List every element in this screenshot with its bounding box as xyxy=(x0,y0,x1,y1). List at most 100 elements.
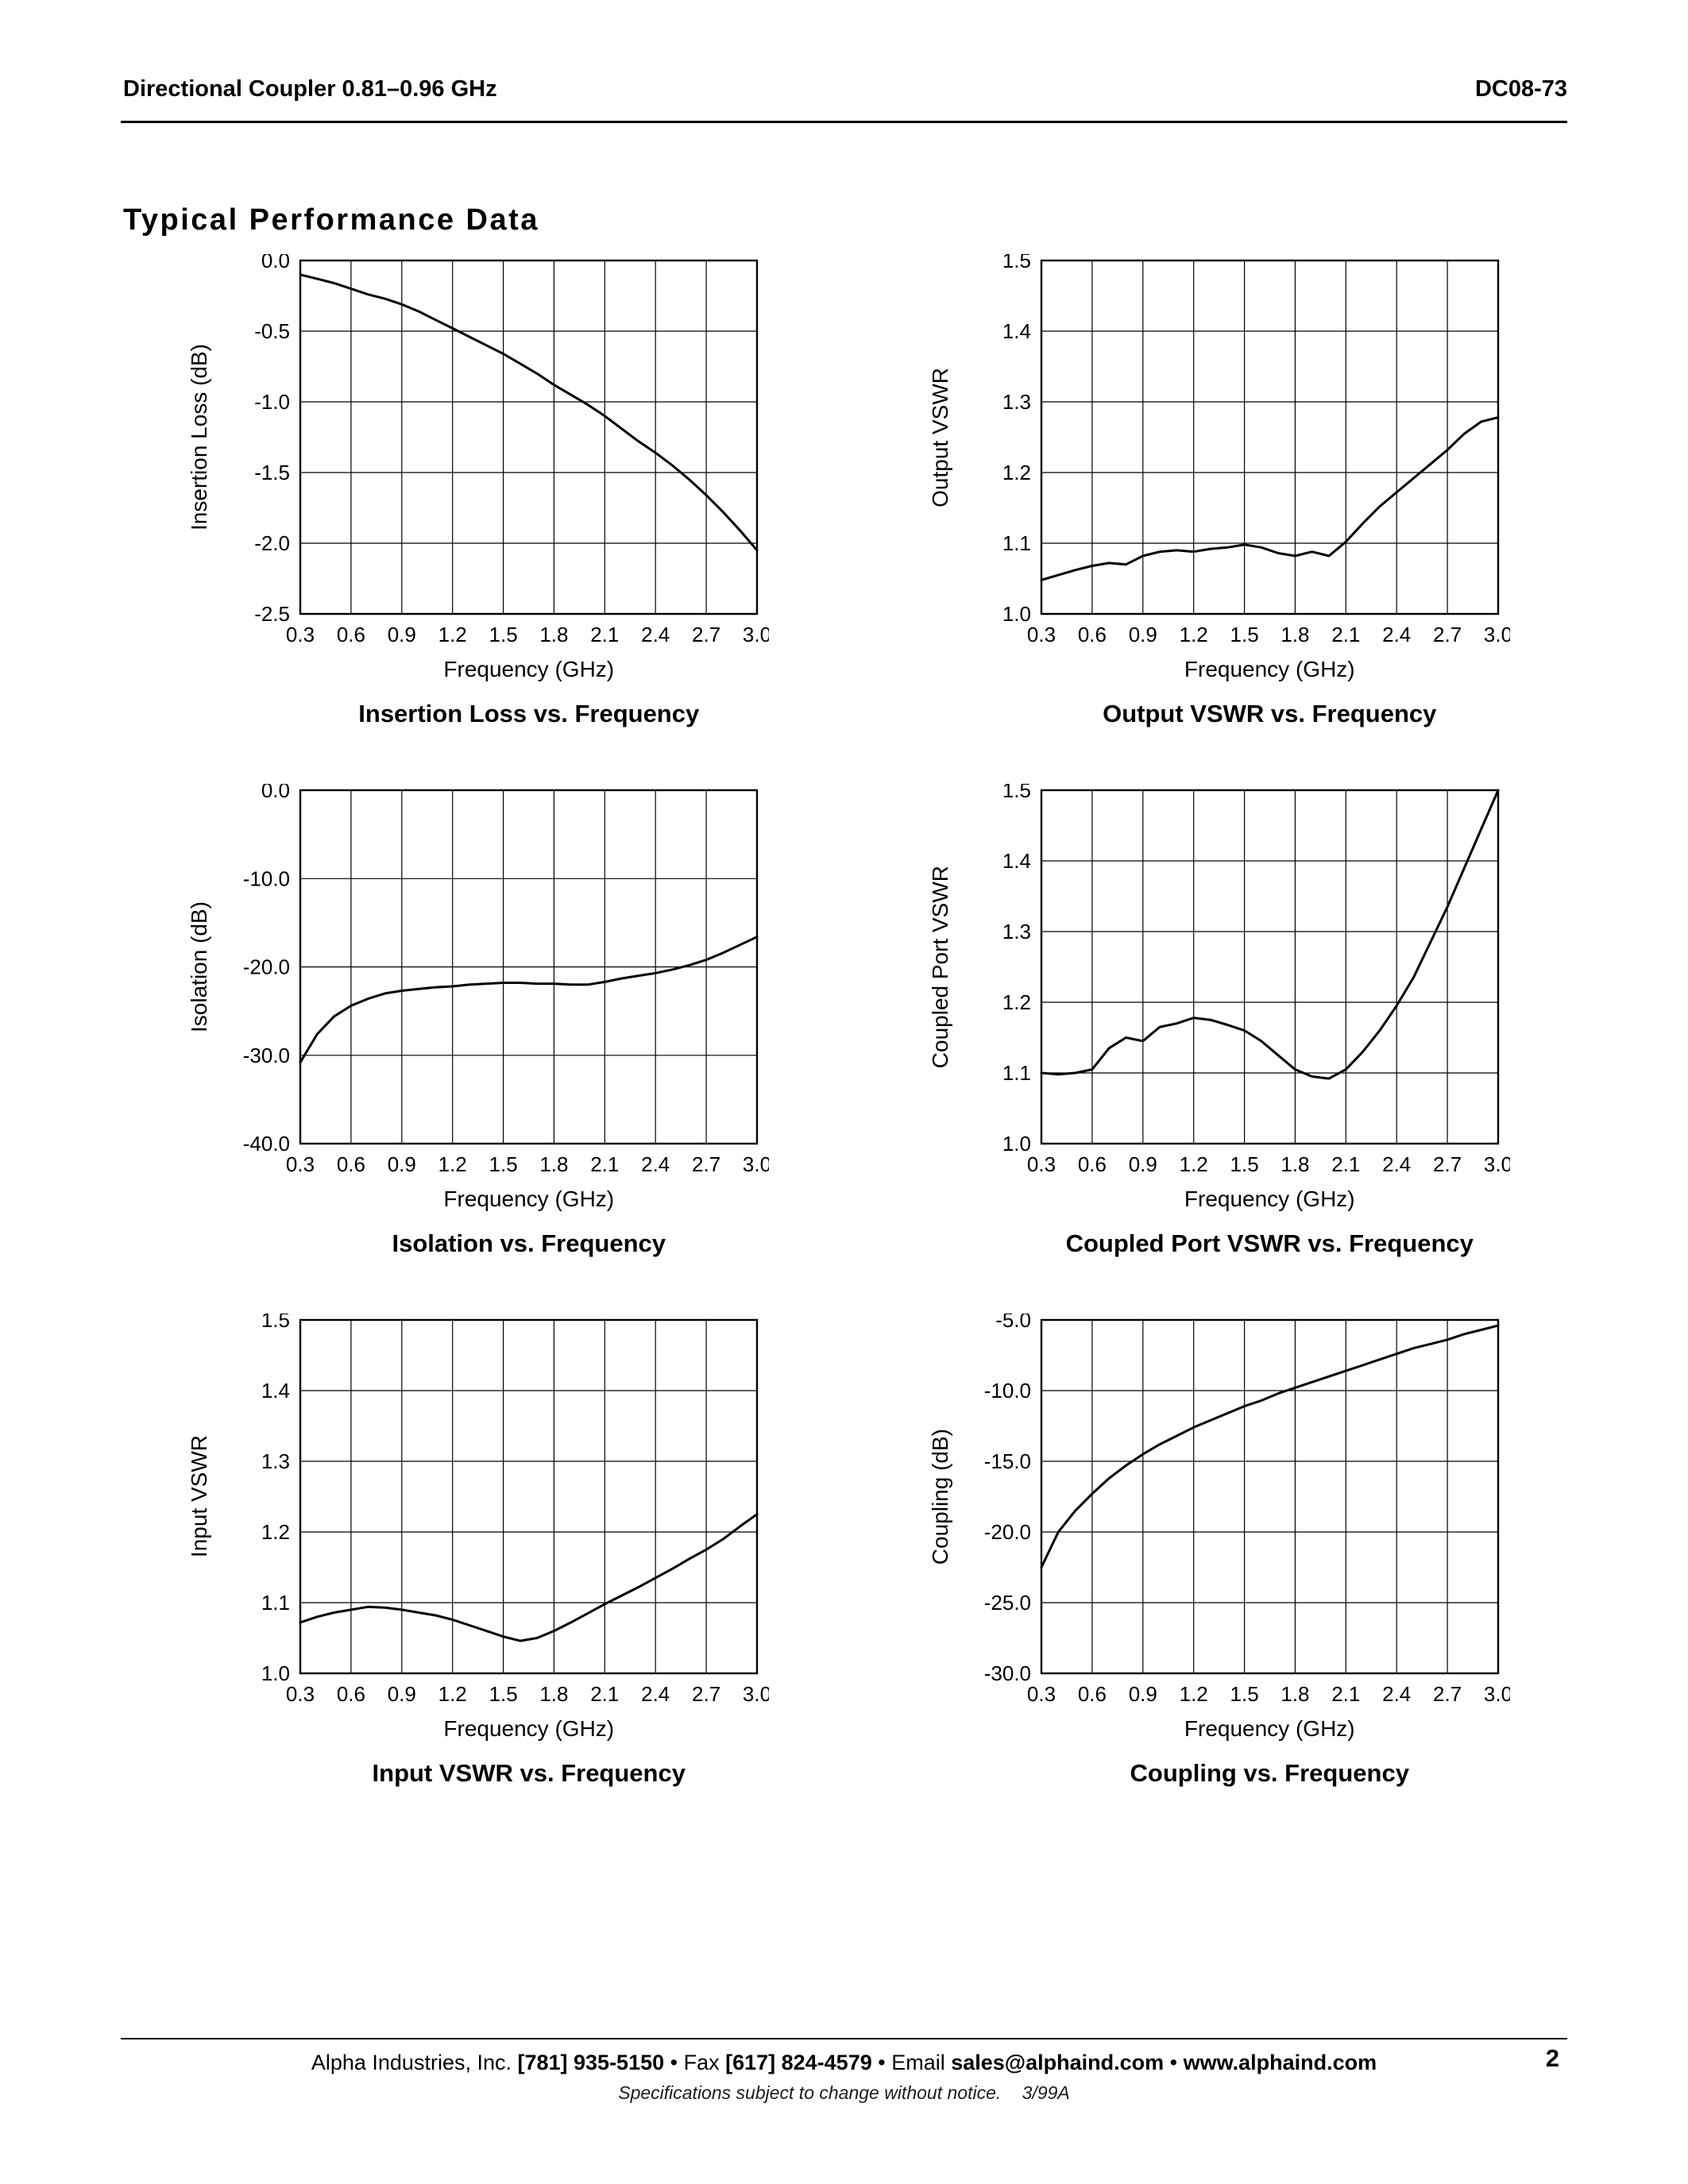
plot-input-vswr: 0.3 0.6 0.9 1.2 1.5 1.8 2.1 2.4 2.7 3.0 1.5 1.4 1.3 1… xyxy=(261,1314,769,1706)
svg-text:1.0: 1.0 xyxy=(1002,1132,1031,1156)
svg-text:1.3: 1.3 xyxy=(261,1449,290,1473)
svg-text:1.2: 1.2 xyxy=(261,1520,290,1544)
svg-text:1.8: 1.8 xyxy=(1280,1682,1309,1706)
footer-segment: sales@alphaind.com xyxy=(951,2051,1165,2074)
svg-text:1.4: 1.4 xyxy=(261,1379,290,1403)
chart-isolation: Isolation (dB) 0.3 0.6 0.9 1.2 1.5 1.8 2.1 2.4 2… xyxy=(178,784,769,1258)
svg-text:3.0: 3.0 xyxy=(743,623,769,646)
svg-text:1.5: 1.5 xyxy=(489,1682,518,1706)
chart-caption: Coupled Port VSWR vs. Frequency xyxy=(1065,1229,1474,1257)
svg-text:-20.0: -20.0 xyxy=(983,1520,1030,1544)
chart-caption: Output VSWR vs. Frequency xyxy=(1103,700,1437,727)
y-axis-label: Input VSWR xyxy=(187,1435,212,1558)
footer-notice: Specifications subject to change without… xyxy=(0,2082,1688,2104)
svg-text:1.1: 1.1 xyxy=(1002,1061,1031,1085)
svg-text:2.7: 2.7 xyxy=(692,1152,720,1176)
x-axis-label: Frequency (GHz) xyxy=(1184,1716,1355,1741)
plot-coupling: 0.3 0.6 0.9 1.2 1.5 1.8 2.1 2.4 2.7 3.0 -5.0 -10.0 -… xyxy=(983,1314,1509,1706)
svg-text:0.6: 0.6 xyxy=(337,1152,365,1176)
svg-text:3.0: 3.0 xyxy=(1484,623,1510,646)
svg-text:-30.0: -30.0 xyxy=(243,1044,290,1067)
footer-segment: • Email xyxy=(871,2051,952,2074)
svg-text:1.5: 1.5 xyxy=(489,1152,518,1176)
footer-notice-text: Specifications subject to change without… xyxy=(618,2082,1002,2103)
svg-text:1.1: 1.1 xyxy=(1002,531,1031,555)
svg-text:-30.0: -30.0 xyxy=(983,1661,1030,1685)
svg-text:1.8: 1.8 xyxy=(540,1152,569,1176)
svg-text:3.0: 3.0 xyxy=(743,1682,769,1706)
y-axis-label: Coupling (dB) xyxy=(927,1428,952,1565)
y-axis-label: Coupled Port VSWR xyxy=(927,865,952,1069)
svg-text:1.5: 1.5 xyxy=(1002,254,1031,272)
svg-text:2.4: 2.4 xyxy=(641,1682,670,1706)
section-title: Typical Performance Data xyxy=(123,203,539,237)
svg-text:0.9: 0.9 xyxy=(1128,1152,1157,1176)
svg-text:0.3: 0.3 xyxy=(1027,1152,1056,1176)
svg-text:-1.0: -1.0 xyxy=(254,390,290,414)
svg-text:-15.0: -15.0 xyxy=(983,1449,1030,1473)
page-number: 2 xyxy=(1545,2044,1559,2072)
svg-text:2.7: 2.7 xyxy=(1433,1152,1462,1176)
svg-text:1.2: 1.2 xyxy=(1179,1152,1207,1176)
svg-text:0.6: 0.6 xyxy=(1078,623,1107,646)
svg-text:1.3: 1.3 xyxy=(1002,390,1031,414)
svg-text:2.4: 2.4 xyxy=(641,623,670,646)
svg-text:1.8: 1.8 xyxy=(540,1682,569,1706)
y-axis-label: Output VSWR xyxy=(927,367,952,507)
document-number: DC08-73 xyxy=(1474,76,1567,102)
y-axis-label: Insertion Loss (dB) xyxy=(187,344,212,531)
charts-grid: Insertion Loss (dB) 0.3 0.6 0.9 1.2 1.5 1.8 2.… xyxy=(119,254,1569,1788)
document-title: Directional Coupler 0.81–0.96 GHz xyxy=(123,76,497,102)
svg-text:0.9: 0.9 xyxy=(1128,1682,1157,1706)
svg-text:2.1: 2.1 xyxy=(1331,1682,1360,1706)
chart-caption: Input VSWR vs. Frequency xyxy=(372,1759,686,1787)
svg-text:2.1: 2.1 xyxy=(1331,623,1360,646)
y-axis-label: Isolation (dB) xyxy=(187,901,212,1032)
x-axis-label: Frequency (GHz) xyxy=(443,1716,615,1741)
svg-text:1.2: 1.2 xyxy=(438,1152,467,1176)
svg-text:-2.5: -2.5 xyxy=(254,602,290,626)
svg-text:0.6: 0.6 xyxy=(337,623,365,646)
svg-text:1.5: 1.5 xyxy=(489,623,518,646)
svg-text:2.1: 2.1 xyxy=(590,1152,619,1176)
svg-text:0.9: 0.9 xyxy=(1128,623,1157,646)
svg-text:1.2: 1.2 xyxy=(438,1682,467,1706)
svg-text:2.7: 2.7 xyxy=(1433,1682,1462,1706)
svg-text:-5.0: -5.0 xyxy=(995,1314,1031,1332)
chart-coupling: Coupling (dB) 0.3 0.6 0.9 1.2 1.5 1.8 2.1 2.4 2.… xyxy=(919,1314,1510,1788)
svg-text:1.5: 1.5 xyxy=(1230,623,1258,646)
svg-text:2.4: 2.4 xyxy=(1382,1152,1411,1176)
footer-segment: • Fax xyxy=(664,2051,726,2074)
svg-text:0.6: 0.6 xyxy=(337,1682,365,1706)
svg-text:1.5: 1.5 xyxy=(1230,1152,1258,1176)
svg-text:2.1: 2.1 xyxy=(590,623,619,646)
chart-insertion-loss: Insertion Loss (dB) 0.3 0.6 0.9 1.2 1.5 1.8 2.… xyxy=(178,254,769,728)
footer-segment: Alpha Industries, Inc. xyxy=(311,2051,518,2074)
svg-text:1.1: 1.1 xyxy=(261,1591,290,1615)
svg-text:-20.0: -20.0 xyxy=(243,955,290,979)
chart-caption: Coupling vs. Frequency xyxy=(1130,1759,1409,1787)
svg-text:0.0: 0.0 xyxy=(261,254,290,272)
svg-text:2.4: 2.4 xyxy=(641,1152,670,1176)
footer-segment: [781] 935-5150 xyxy=(517,2051,665,2074)
svg-text:0.6: 0.6 xyxy=(1078,1682,1107,1706)
svg-text:0.9: 0.9 xyxy=(388,623,416,646)
page-header: Directional Coupler 0.81–0.96 GHz DC08-7… xyxy=(123,76,1567,102)
svg-text:0.3: 0.3 xyxy=(286,1682,315,1706)
plot-isolation: 0.3 0.6 0.9 1.2 1.5 1.8 2.1 2.4 2.7 3.0 0.0 -10.0 -2… xyxy=(243,784,769,1176)
svg-text:1.2: 1.2 xyxy=(1179,623,1207,646)
svg-text:0.9: 0.9 xyxy=(388,1152,416,1176)
svg-text:2.7: 2.7 xyxy=(1433,623,1462,646)
svg-text:1.5: 1.5 xyxy=(1230,1682,1258,1706)
plot-output-vswr: 0.3 0.6 0.9 1.2 1.5 1.8 2.1 2.4 2.7 3.0 1.5 1.4 1.3 1… xyxy=(1002,254,1510,646)
svg-text:1.8: 1.8 xyxy=(1280,623,1309,646)
svg-text:2.4: 2.4 xyxy=(1382,623,1411,646)
svg-text:1.5: 1.5 xyxy=(1002,784,1031,802)
chart-input-vswr: Input VSWR 0.3 0.6 0.9 1.2 1.5 1.8 2.1 2.4 2.7 3.… xyxy=(178,1314,769,1788)
svg-text:0.3: 0.3 xyxy=(286,1152,315,1176)
svg-text:1.2: 1.2 xyxy=(1179,1682,1207,1706)
svg-text:2.7: 2.7 xyxy=(692,1682,720,1706)
footer-segment: [617] 824-4579 xyxy=(725,2051,872,2074)
svg-text:1.4: 1.4 xyxy=(1002,319,1031,343)
footer-contact: Alpha Industries, Inc. [781] 935-5150 • … xyxy=(0,2051,1688,2075)
